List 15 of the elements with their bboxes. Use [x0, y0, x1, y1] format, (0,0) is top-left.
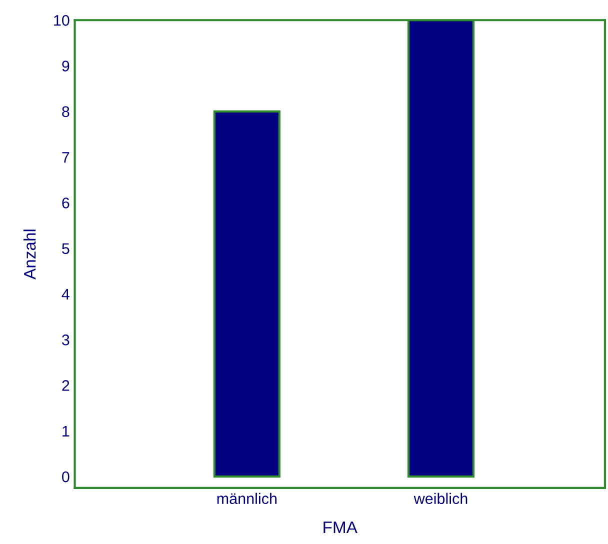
y-axis-title: Anzahl	[24, 230, 36, 280]
y-tick-label: 7	[62, 152, 70, 163]
y-tick-label: 10	[54, 14, 70, 26]
y-tick-label: 6	[62, 198, 70, 208]
y-tick-label: 5	[62, 243, 70, 254]
x-axis-title: FMA	[324, 522, 358, 534]
y-tick-label: 2	[62, 380, 70, 391]
y-tick-label: 9	[62, 60, 70, 72]
y-tick-label: 1	[62, 426, 70, 436]
x-tick-label: männlich	[217, 492, 276, 504]
y-tick-label: 8	[62, 106, 70, 118]
x-tick-label: weiblich	[414, 492, 468, 504]
y-tick-label: 3	[62, 334, 70, 346]
y-tick-label: 0	[62, 471, 70, 482]
y-tick-label: 4	[62, 289, 70, 300]
